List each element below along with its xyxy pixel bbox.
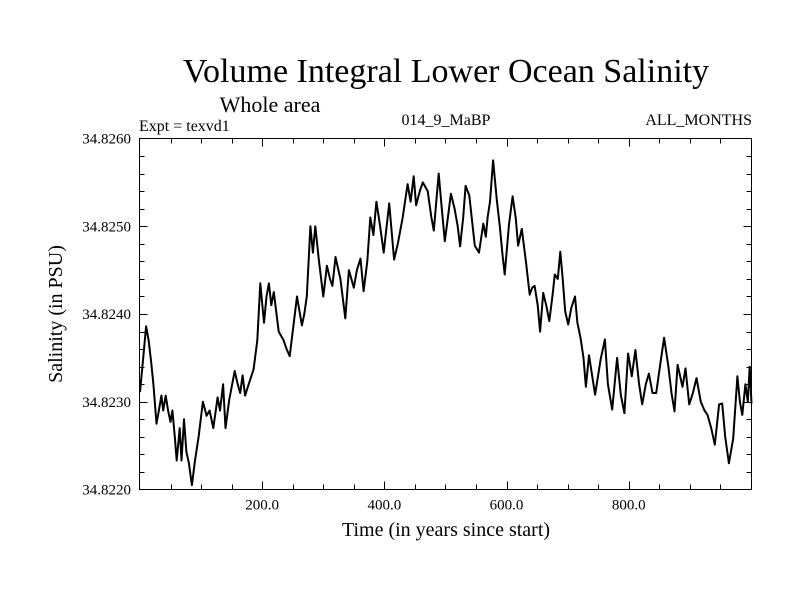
x-tick-label: 200.0 — [245, 498, 279, 514]
plot-frame — [139, 138, 752, 490]
x-tick-label: 400.0 — [367, 498, 401, 514]
y-tick-label: 34.8250 — [82, 219, 131, 235]
run-label: 014_9_MaBP — [402, 112, 491, 129]
y-tick-label: 34.8260 — [82, 132, 131, 148]
y-tick-label: 34.8240 — [82, 307, 131, 323]
x-tick-label: 600.0 — [490, 498, 524, 514]
y-tick-label: 34.8230 — [82, 395, 131, 411]
x-axis-label: Time (in years since start) — [342, 519, 550, 541]
x-tick-labels: 200.0 400.0 600.0 800.0 — [245, 498, 645, 514]
x-tick-label: 800.0 — [612, 498, 646, 514]
y-axis-label: Salinity (in PSU) — [45, 245, 67, 383]
y-tick-label: 34.8220 — [82, 483, 131, 499]
months-label: ALL_MONTHS — [645, 112, 752, 129]
chart-subtitle: Whole area — [220, 92, 321, 117]
experiment-label: Expt = texvd1 — [139, 118, 230, 135]
axis-ticks — [139, 138, 752, 490]
series-line-salinity — [139, 159, 753, 487]
y-tick-labels: 34.8220 34.8230 34.8240 34.8250 34.8260 — [82, 132, 131, 499]
chart-title: Volume Integral Lower Ocean Salinity — [183, 53, 709, 90]
